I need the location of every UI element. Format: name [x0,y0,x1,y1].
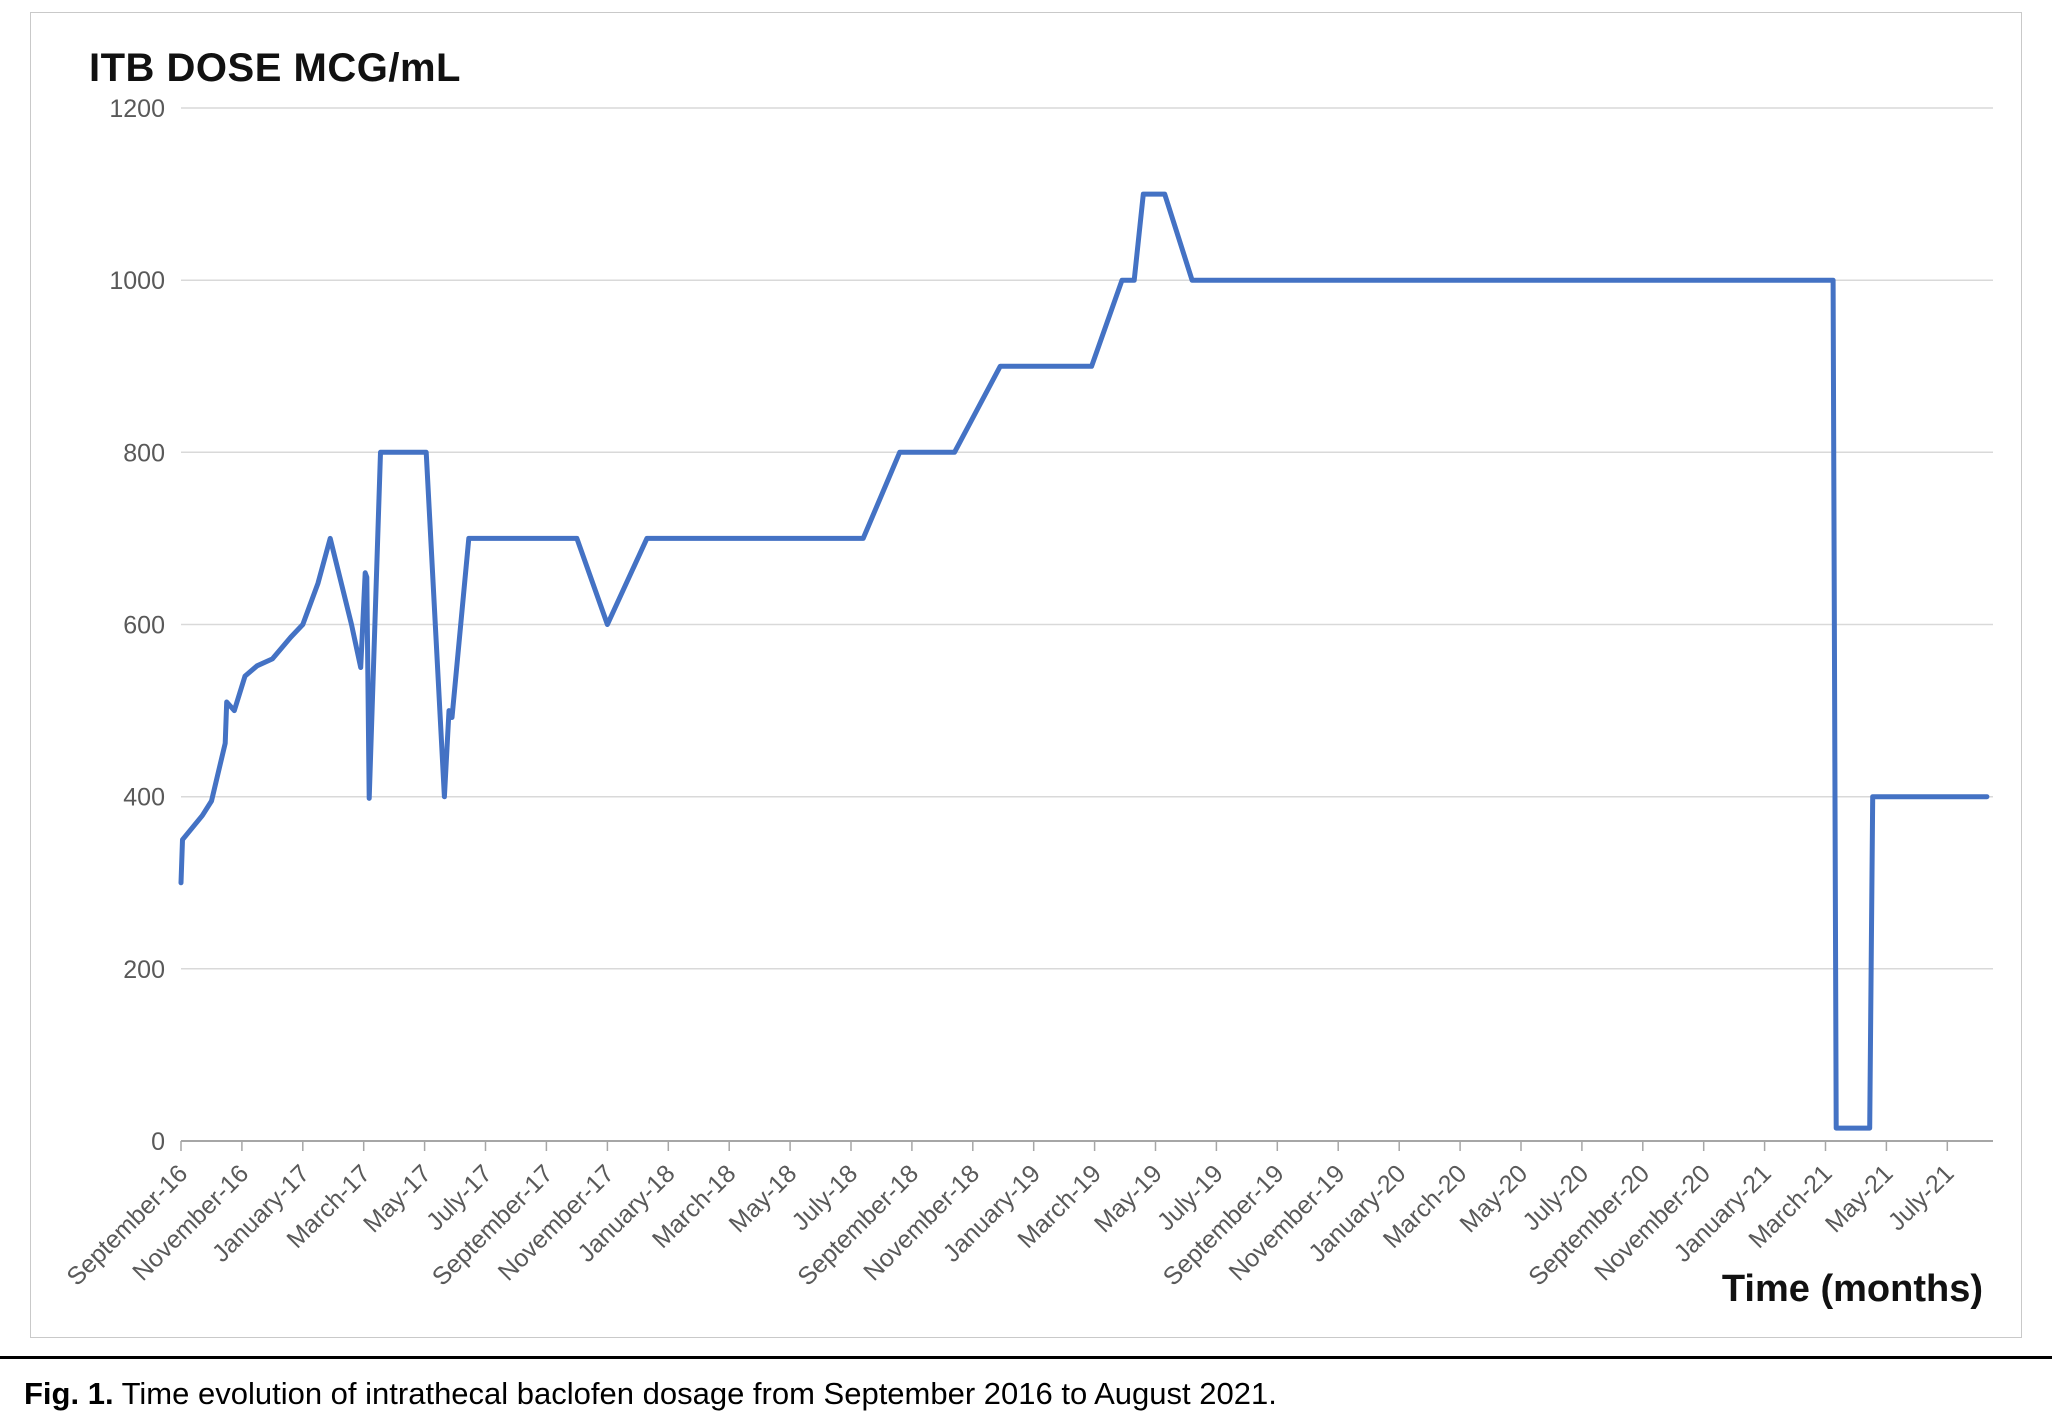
figure-caption-label: Fig. 1. [24,1376,114,1411]
x-tick-label: July-21 [1883,1159,1960,1236]
x-axis-label: Time (months) [1722,1268,1983,1310]
y-tick-label: 800 [123,439,165,467]
y-tick-label: 1000 [109,267,165,295]
caption-divider [0,1356,2052,1359]
x-tick-label: May-17 [358,1159,437,1238]
axis-ticks-group: 020040060080010001200September-16Novembe… [61,95,1959,1291]
y-tick-label: 1200 [109,95,165,123]
y-tick-label: 600 [123,612,165,640]
gridlines-group [181,107,1993,1142]
figure-panel: ITB DOSE MCG/mL 0 200 400 600 800 1000 1200 Sep… [30,12,2022,1338]
y-tick-label: 0 [151,1128,165,1156]
x-tick-label: May-18 [724,1159,803,1238]
x-tick-label: May-19 [1089,1159,1168,1238]
x-tick-label: May-21 [1820,1159,1899,1238]
dose-line [178,191,1990,1131]
chart-title: ITB DOSE MCG/mL [89,46,461,90]
figure-caption-text: Time evolution of intrathecal baclofen d… [113,1376,1277,1411]
data-series-group [178,191,1990,1131]
y-tick-label: 400 [123,784,165,812]
figure-caption: Fig. 1. Time evolution of intrathecal ba… [24,1374,2024,1414]
line-chart: ITB DOSE MCG/mL 020040060080010001200Sep… [61,46,1993,1310]
x-tick-label: May-20 [1454,1159,1533,1238]
y-tick-label: 200 [123,956,165,984]
